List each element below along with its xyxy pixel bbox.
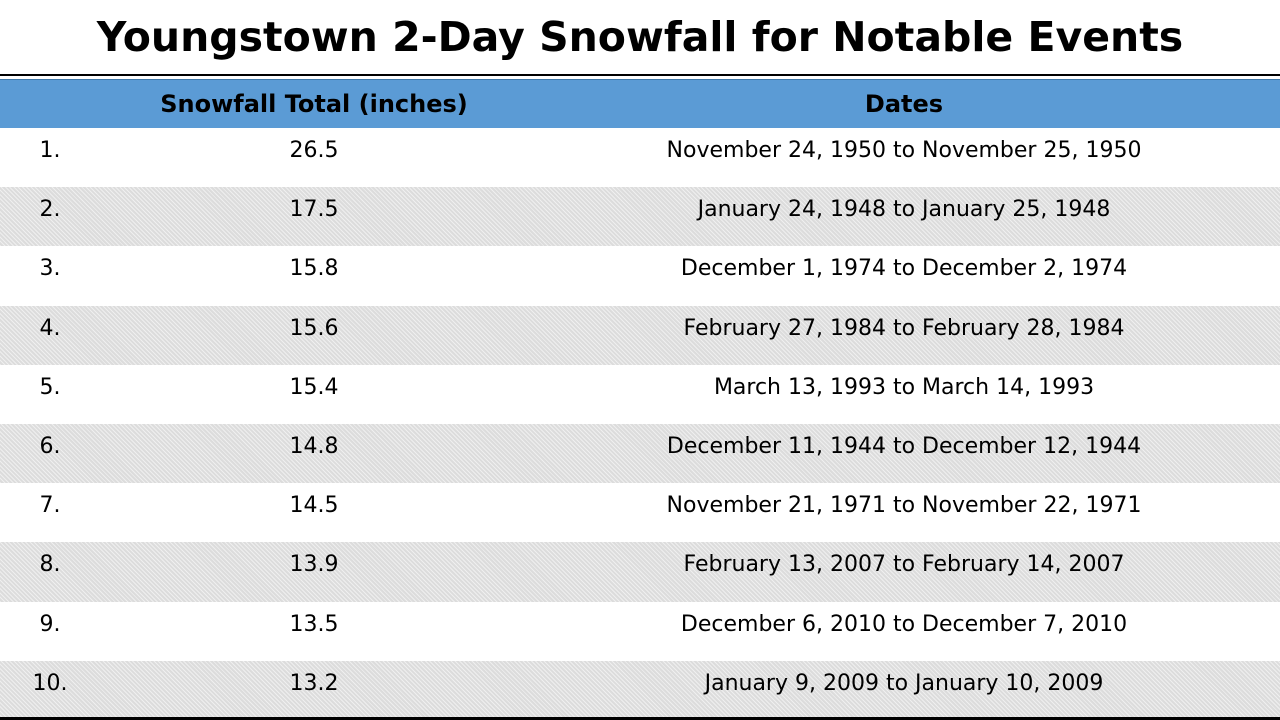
table-body: 1. 26.5 November 24, 1950 to November 25… <box>0 128 1280 720</box>
table-row: 2. 17.5 January 24, 1948 to January 25, … <box>0 187 1280 247</box>
snowfall-table: Snowfall Total (inches) Dates 1. 26.5 No… <box>0 79 1280 720</box>
dates-cell: January 9, 2009 to January 10, 2009 <box>704 670 1104 696</box>
page-title: Youngstown 2-Day Snowfall for Notable Ev… <box>96 13 1184 61</box>
table-row: 8. 13.9 February 13, 2007 to February 14… <box>0 542 1280 602</box>
dates-cell: February 27, 1984 to February 28, 1984 <box>683 315 1125 341</box>
snowfall-total-cell: 15.8 <box>289 256 339 282</box>
bottom-border <box>0 717 1280 720</box>
snowfall-total-cell: 13.5 <box>289 611 339 637</box>
snowfall-total-cell: 15.6 <box>289 315 339 341</box>
rank-cell: 2. <box>39 197 61 223</box>
snowfall-total-cell: 15.4 <box>289 374 339 400</box>
rank-cell: 9. <box>39 611 61 637</box>
header-snowfall-total: Snowfall Total (inches) <box>160 90 468 118</box>
table-row: 10. 13.2 January 9, 2009 to January 10, … <box>0 660 1280 720</box>
dates-cell: December 1, 1974 to December 2, 1974 <box>680 256 1128 282</box>
snowfall-total-cell: 14.8 <box>289 433 339 459</box>
rank-cell: 7. <box>39 493 61 519</box>
rank-cell: 10. <box>32 670 68 696</box>
dates-cell: January 24, 1948 to January 25, 1948 <box>697 197 1111 223</box>
snowfall-total-cell: 13.9 <box>289 552 339 578</box>
table-row: 6. 14.8 December 11, 1944 to December 12… <box>0 423 1280 484</box>
dates-cell: November 21, 1971 to November 22, 1971 <box>666 493 1142 519</box>
title-bar: Youngstown 2-Day Snowfall for Notable Ev… <box>0 0 1280 76</box>
table-row: 9. 13.5 December 6, 2010 to December 7, … <box>0 602 1280 661</box>
dates-cell: December 11, 1944 to December 12, 1944 <box>666 433 1142 459</box>
dates-cell: March 13, 1993 to March 14, 1993 <box>713 374 1095 400</box>
table-row: 3. 15.8 December 1, 1974 to December 2, … <box>0 246 1280 305</box>
rank-cell: 3. <box>39 256 61 282</box>
table-row: 5. 15.4 March 13, 1993 to March 14, 1993 <box>0 365 1280 424</box>
rank-cell: 4. <box>39 315 61 341</box>
table-header-row: Snowfall Total (inches) Dates <box>0 79 1280 128</box>
rank-cell: 6. <box>39 433 61 459</box>
table-row: 1. 26.5 November 24, 1950 to November 25… <box>0 128 1280 187</box>
header-dates: Dates <box>864 90 944 118</box>
table-row: 4. 15.6 February 27, 1984 to February 28… <box>0 305 1280 365</box>
snowfall-total-cell: 13.2 <box>289 670 339 696</box>
dates-cell: December 6, 2010 to December 7, 2010 <box>680 611 1128 637</box>
rank-cell: 1. <box>39 138 61 163</box>
table-row: 7. 14.5 November 21, 1971 to November 22… <box>0 483 1280 542</box>
rank-cell: 5. <box>39 374 61 400</box>
dates-cell: February 13, 2007 to February 14, 2007 <box>683 552 1125 578</box>
snowfall-total-cell: 26.5 <box>289 138 339 163</box>
snowfall-total-cell: 17.5 <box>289 197 339 223</box>
snowfall-total-cell: 14.5 <box>289 493 339 519</box>
dates-cell: November 24, 1950 to November 25, 1950 <box>666 138 1142 163</box>
rank-cell: 8. <box>39 552 61 578</box>
